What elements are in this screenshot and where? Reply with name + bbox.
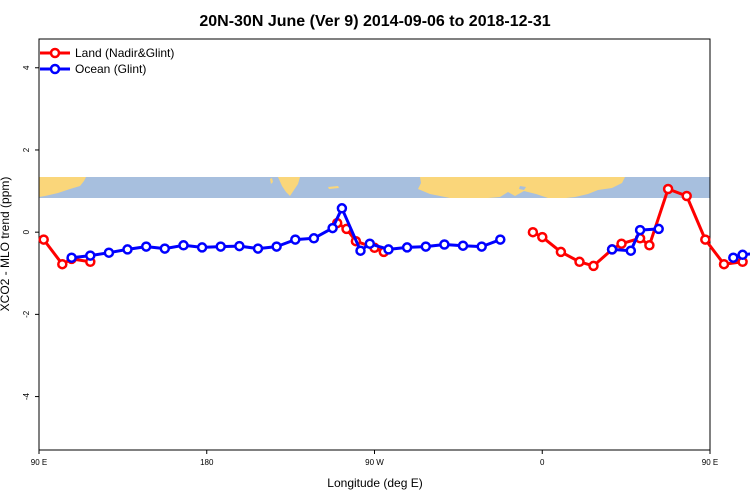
y-tick-label: 4 bbox=[22, 65, 31, 70]
data-point-ocean bbox=[196, 242, 208, 253]
data-point-ocean bbox=[215, 241, 226, 252]
map-land-asia-east bbox=[39, 177, 86, 197]
data-point-land bbox=[57, 258, 68, 270]
y-tick-label: -2 bbox=[22, 310, 31, 318]
map-band bbox=[39, 177, 710, 198]
data-point-ocean bbox=[383, 244, 394, 255]
x-tick-label: 0 bbox=[540, 458, 545, 467]
map-land-india-tip bbox=[519, 186, 526, 190]
data-point-ocean bbox=[66, 252, 77, 263]
data-point-land bbox=[527, 226, 539, 238]
data-point-land bbox=[555, 246, 567, 258]
data-point-ocean bbox=[737, 249, 748, 261]
series-line-land bbox=[42, 238, 91, 266]
data-point-ocean bbox=[457, 240, 469, 251]
y-axis-label: XCO2 - MLO trend (ppm) bbox=[0, 177, 12, 312]
data-point-ocean bbox=[625, 245, 637, 256]
x-axis-label: Longitude (deg E) bbox=[327, 476, 422, 490]
data-point-land bbox=[616, 238, 627, 249]
series-line-ocean bbox=[71, 206, 501, 260]
x-tick-label: 90 E bbox=[31, 458, 47, 467]
legend-marker-ocean bbox=[49, 63, 61, 75]
map-land-cuba bbox=[328, 186, 339, 189]
data-point-land bbox=[588, 260, 599, 272]
data-point-ocean bbox=[364, 238, 376, 249]
data-point-ocean bbox=[290, 234, 301, 245]
data-point-ocean bbox=[355, 245, 366, 256]
data-point-ocean bbox=[122, 244, 133, 255]
chart-title: 20N-30N June (Ver 9) 2014-09-06 to 2018-… bbox=[199, 13, 550, 30]
data-point-land bbox=[718, 258, 730, 270]
y-tick-label: 0 bbox=[22, 229, 31, 234]
legend-label-land: Land (Nadir&Glint) bbox=[75, 46, 174, 60]
data-point-ocean bbox=[401, 242, 413, 253]
data-point-ocean bbox=[103, 247, 115, 258]
map-land-islands-pacific bbox=[270, 178, 273, 184]
data-point-ocean bbox=[178, 240, 189, 251]
data-point-ocean bbox=[476, 241, 487, 252]
legend: Land (Nadir&Glint) Ocean (Glint) bbox=[40, 46, 174, 76]
data-point-ocean bbox=[308, 233, 320, 244]
x-tick-label: 90 E bbox=[702, 458, 718, 467]
x-tick-label: 90 W bbox=[365, 458, 384, 467]
x-tick-label: 180 bbox=[200, 458, 214, 467]
legend-marker-land bbox=[49, 47, 61, 59]
data-point-ocean bbox=[495, 234, 506, 245]
data-point-ocean bbox=[634, 224, 646, 236]
y-axis: 4 2 0 -2 -4 bbox=[22, 65, 39, 400]
data-point-land bbox=[537, 231, 548, 243]
data-point-ocean bbox=[728, 252, 739, 263]
series-layer bbox=[38, 183, 750, 272]
data-point-ocean bbox=[336, 203, 348, 214]
data-point-land bbox=[700, 234, 711, 245]
data-point-land bbox=[38, 234, 49, 245]
data-point-ocean bbox=[420, 241, 432, 252]
series-ocean bbox=[66, 203, 750, 263]
data-point-ocean bbox=[439, 239, 450, 250]
data-point-ocean bbox=[327, 222, 338, 234]
data-point-land bbox=[662, 183, 674, 195]
series-line-ocean bbox=[611, 227, 659, 253]
data-point-land bbox=[574, 256, 585, 268]
data-point-ocean bbox=[653, 223, 664, 235]
data-point-ocean bbox=[606, 244, 618, 255]
data-point-land bbox=[681, 190, 692, 202]
data-point-ocean bbox=[140, 241, 152, 252]
y-tick-label: -4 bbox=[22, 392, 31, 400]
data-point-ocean bbox=[234, 240, 245, 252]
x-axis: 90 E 180 90 W 0 90 E bbox=[31, 450, 718, 467]
map-land-north-america bbox=[278, 177, 300, 196]
legend-label-ocean: Ocean (Glint) bbox=[75, 62, 146, 76]
y-tick-label: 2 bbox=[22, 147, 31, 152]
data-point-ocean bbox=[159, 243, 171, 254]
data-point-ocean bbox=[271, 241, 282, 252]
data-point-ocean bbox=[252, 243, 264, 254]
data-point-ocean bbox=[85, 250, 96, 261]
data-point-land bbox=[644, 240, 655, 251]
